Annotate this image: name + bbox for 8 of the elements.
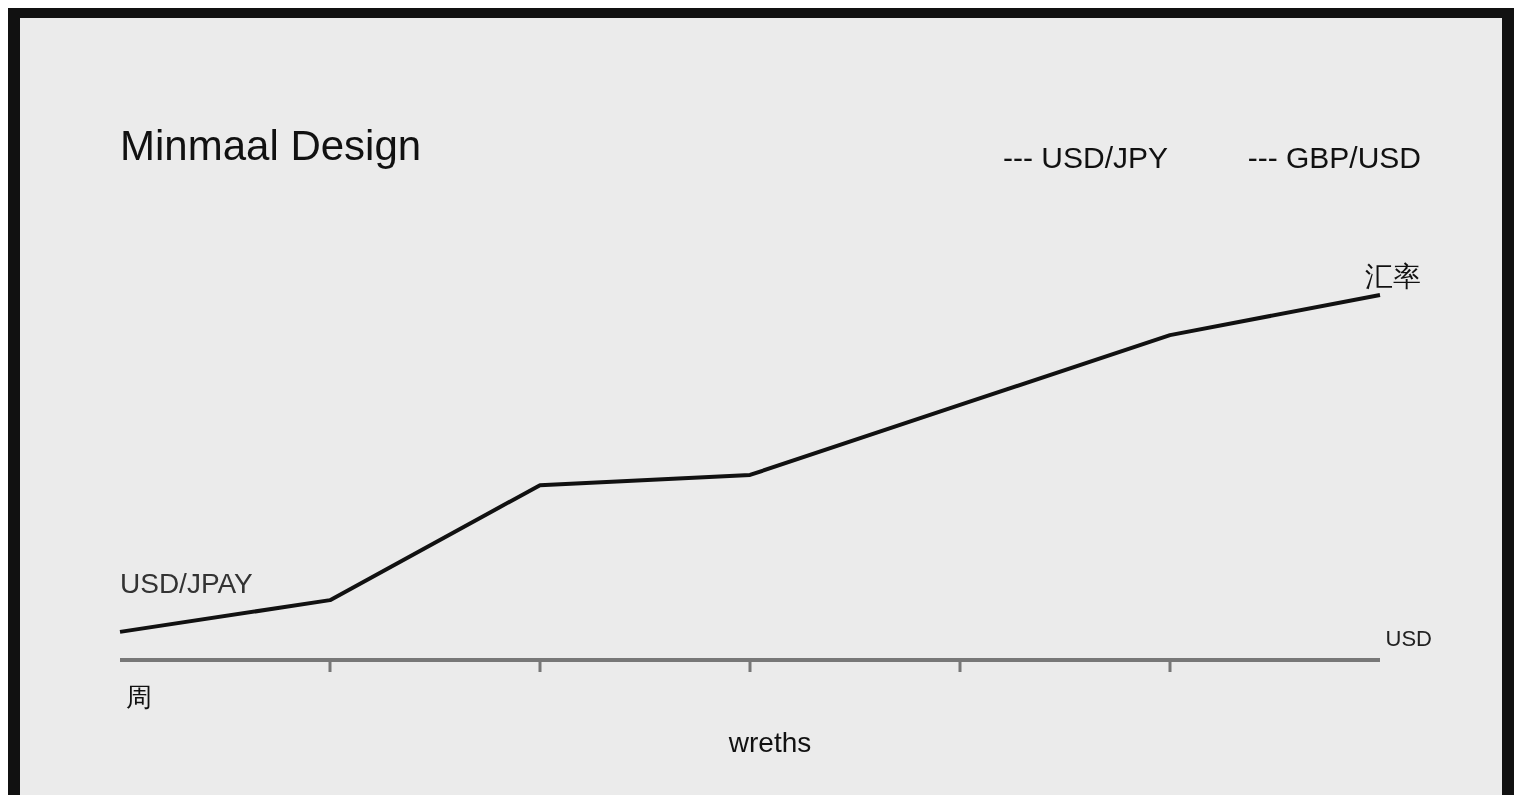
x-axis-title: wreths [727,727,812,758]
text: --- GBP/USD [1247,141,1421,174]
y-axis-title: 汇率 [1365,261,1421,292]
text: USD [1385,626,1432,651]
chart-title: Minmaal Design [120,122,422,169]
text: --- USD/JPY [1003,141,1168,174]
text: 周 [126,682,152,712]
annotation: USD/JPAY [120,568,254,599]
